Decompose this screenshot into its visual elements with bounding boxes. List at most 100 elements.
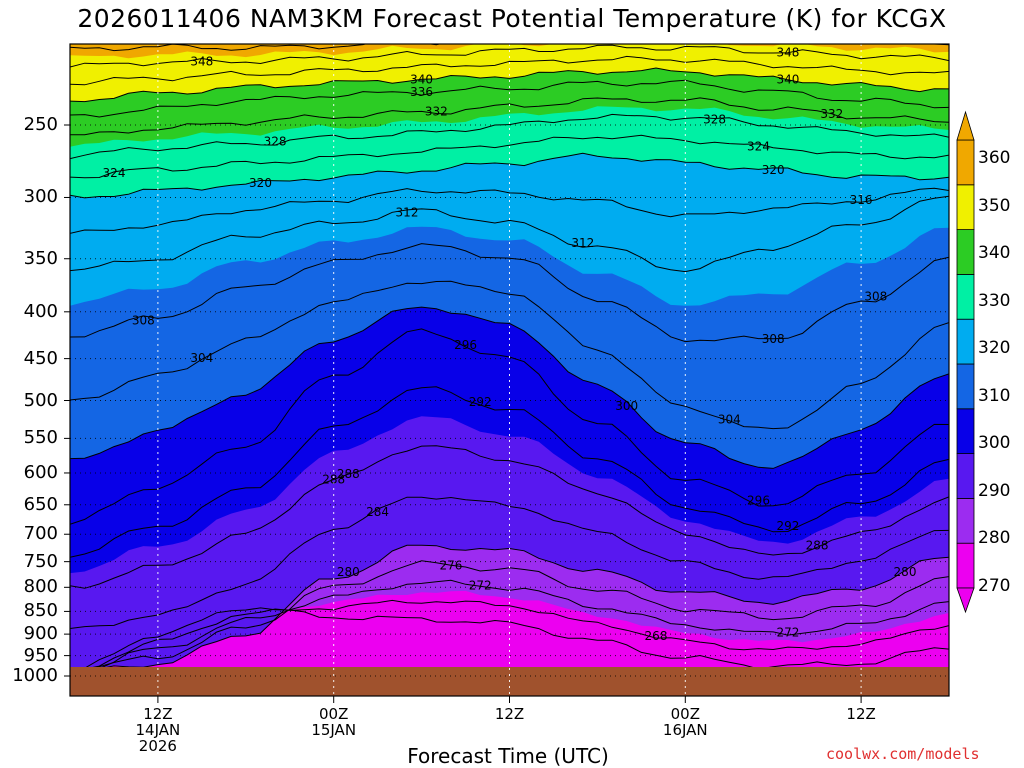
isentrope-308 [70,243,949,343]
contour-label: 276 [439,559,462,573]
colorbar-segment [956,408,975,454]
contour-label: 340 [410,72,433,86]
x-tick-label: 12Z [494,705,525,723]
contour-label: 304 [190,351,213,365]
y-tick-label: 1000 [12,665,58,686]
contour-label: 332 [425,104,448,118]
colorbar-segment [956,318,975,365]
fill-band-340 [70,44,949,102]
contour-label: 324 [747,139,770,153]
colorbar-tick-label: 360 [978,148,1011,168]
y-tick-label: 500 [23,389,58,411]
colorbar-arrow-top [956,110,975,141]
isentrope-324 [70,134,949,179]
fill-band-350 [70,44,949,59]
isentrope-348 [70,44,949,68]
colorbar-segment [956,184,975,231]
y-tick-label: 750 [23,550,58,572]
contour-labels: 3483483403323403363323243283283243203163… [103,45,917,643]
contour-label: 340 [776,73,799,87]
isentrope-336 [70,79,949,118]
contour-label: 308 [864,289,887,303]
fill-band-360 [70,8,949,44]
x-tick-label: 12Z 14JAN 2026 [135,705,181,755]
isentrope-344 [70,55,949,86]
y-tick-label: 600 [23,461,58,483]
isentrope-292 [70,386,949,558]
y-tick-label: 400 [23,300,58,322]
y-tick-label: 700 [23,523,58,545]
colorbar-segment [956,363,975,410]
colorbar-tick-label: 340 [978,243,1011,264]
contour-label: 292 [776,519,799,533]
y-tick-label: 950 [23,644,58,666]
x-tick-label: 12Z [846,705,876,723]
isentrope-288 [70,445,949,589]
isentrope-364 [70,0,949,11]
colorbar-tick-label: 330 [978,290,1011,311]
contour-label: 280 [337,565,360,579]
contour-label: 284 [366,505,389,519]
colorbar-segment [956,139,975,186]
y-tick-label: 350 [23,247,58,269]
isentrope-332 [70,97,949,136]
contour-label: 312 [396,206,419,220]
y-tick-label: 250 [23,114,58,135]
colorbar-segment [956,273,975,320]
contour-label: 296 [454,338,477,352]
colorbar-segment [956,229,975,275]
grid-lines [70,44,949,696]
colorbar-tick-label: 280 [978,528,1011,549]
isentrope-316 [70,187,949,234]
colorbar-segment [956,542,975,589]
contour-label: 320 [249,176,272,190]
isentrope-328 [70,113,949,160]
colorbar-tick-label: 300 [978,433,1011,454]
isentrope-312 [70,195,949,273]
contour-label: 272 [469,579,492,593]
x-tick-label: 00Z 16JAN [662,705,708,739]
colorbar-tick-label: 290 [978,480,1011,501]
isentrope-352 [70,44,949,52]
isentrope-340 [70,67,949,103]
contour-label: 316 [850,193,873,207]
contour-label: 312 [571,236,594,250]
colorbar-tick-label: 270 [978,576,1011,596]
y-tick-label: 450 [23,347,58,369]
colorbar-tick-label: 320 [978,338,1011,359]
y-tick-label: 800 [23,576,58,598]
colorbar-segment [956,497,975,544]
contour-label: 300 [615,399,638,413]
axis-ticks [64,124,862,703]
isentrope-356 [70,21,949,36]
contour-label: 308 [762,332,785,346]
isentrope-304 [70,280,949,430]
contour-label: 280 [894,565,917,579]
contour-label: 348 [190,55,213,69]
contour-label: 268 [645,629,668,643]
contour-label: 324 [103,166,126,180]
isentrope-300 [70,306,949,469]
x-tick-label: 00Z 15JAN [311,705,357,739]
contour-label: 332 [820,107,843,121]
isentrope-360 [70,8,949,25]
colorbar-arrow-bottom [956,587,975,614]
isentrope-268 [70,599,949,670]
colorbar-tick-label: 350 [978,195,1011,216]
contour-label: 288 [322,473,345,487]
credit-link[interactable]: coolwx.com/models [826,745,980,763]
contour-label: 336 [410,85,433,99]
contour-label: 304 [718,413,741,427]
y-tick-label: 900 [23,623,58,645]
contour-label: 320 [762,163,785,177]
y-tick-label: 850 [23,600,58,622]
x-axis-title: Forecast Time (UTC) [407,744,609,768]
isentrope-contours [70,0,949,675]
contour-label: 288 [337,467,360,481]
contour-label: 288 [806,538,829,552]
contour-label: 272 [776,626,799,640]
y-tick-label: 300 [23,186,58,208]
contour-label: 328 [703,113,726,127]
contour-label: 296 [747,494,770,508]
